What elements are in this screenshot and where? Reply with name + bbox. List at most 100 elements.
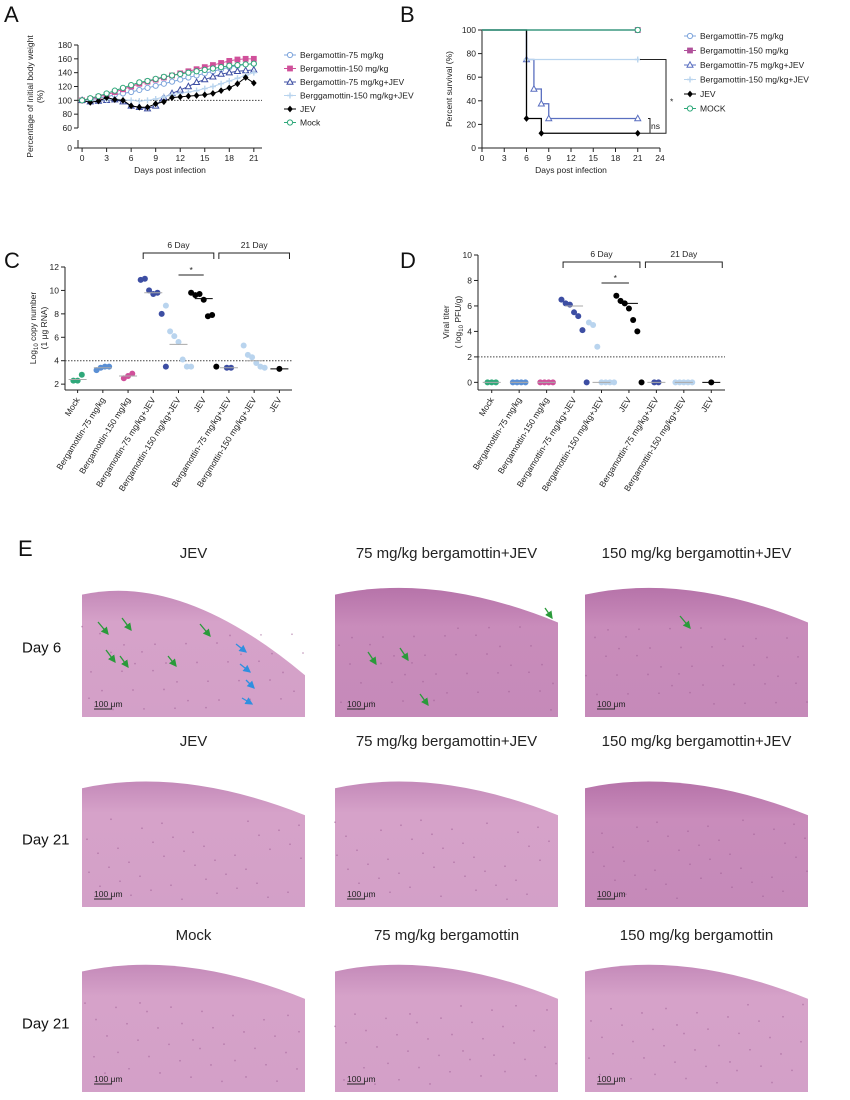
tissue-texture — [665, 1007, 667, 1010]
tissue-texture — [207, 680, 209, 683]
legend-label: JEV — [700, 89, 716, 99]
tissue-texture — [663, 1044, 665, 1047]
tissue — [82, 781, 305, 907]
panel-letter: B — [400, 2, 415, 27]
y-tick-label: 180 — [58, 40, 72, 50]
tissue-texture — [380, 662, 382, 665]
marker — [111, 96, 118, 104]
tissue-texture — [110, 651, 112, 654]
y-tick-label: 40 — [467, 96, 477, 106]
tissue-texture — [236, 887, 238, 890]
tissue-texture — [716, 1081, 718, 1084]
tissue-texture — [762, 895, 764, 898]
tissue-texture — [466, 672, 468, 675]
x-tick-label: Bergamottin-75 mg/kg — [471, 395, 524, 471]
tissue-texture — [477, 691, 479, 694]
arrow — [121, 617, 132, 632]
legend-marker — [287, 65, 293, 72]
marker — [111, 87, 118, 94]
tissue-texture — [683, 1032, 685, 1035]
tissue-texture — [451, 1033, 453, 1036]
tissue-texture — [641, 1012, 643, 1014]
row-label: Day 21 — [22, 832, 70, 849]
group-label: 21 Day — [241, 240, 269, 250]
tissue-texture — [101, 689, 103, 692]
tissue-texture — [161, 822, 163, 825]
tissue-texture — [446, 691, 448, 694]
x-tick-label: 12 — [175, 153, 185, 163]
tissue-texture — [210, 1064, 212, 1066]
tissue-texture — [227, 660, 229, 663]
tissue-texture — [506, 898, 508, 901]
marker — [144, 103, 151, 111]
tissue-texture — [199, 1047, 201, 1050]
legend-label: MOCK — [700, 104, 726, 114]
tissue-texture — [775, 701, 777, 704]
tissue-texture — [632, 1040, 634, 1043]
marker — [209, 65, 217, 72]
tissue-texture — [596, 693, 598, 696]
tissue-texture — [148, 1055, 150, 1058]
tissue-texture — [376, 1046, 378, 1048]
tissue-texture — [190, 1076, 192, 1079]
panel-letter: D — [400, 248, 416, 273]
data-point — [613, 292, 620, 299]
tissue-texture — [139, 875, 141, 878]
marker — [634, 56, 641, 63]
data-point — [566, 301, 573, 308]
data-point — [141, 275, 148, 282]
y-axis-label-part: Log — [28, 350, 38, 364]
tissue-texture — [700, 627, 702, 629]
tissue-texture — [718, 839, 720, 842]
tissue-texture — [455, 653, 457, 656]
legend-marker — [687, 76, 693, 83]
tissue-texture — [170, 1006, 172, 1009]
tissue-texture — [424, 654, 426, 657]
tissue-texture — [753, 833, 755, 836]
y-axis-label-part: ( log — [453, 331, 463, 348]
tissue-texture — [260, 633, 262, 636]
legend-marker — [286, 51, 294, 59]
data-point — [146, 287, 153, 294]
tissue-texture — [453, 861, 455, 864]
tissue-texture — [590, 1020, 592, 1022]
arrow — [399, 647, 409, 662]
tissue-texture — [680, 646, 682, 649]
annotation: * — [670, 96, 674, 106]
tissue-texture — [528, 845, 530, 848]
image-title: 75 mg/kg bergamottin+JEV — [356, 545, 537, 562]
tissue-texture — [282, 671, 284, 674]
marker — [218, 87, 224, 95]
y-tick-label: 10 — [463, 250, 473, 260]
tissue-texture — [724, 638, 726, 641]
marker — [530, 84, 538, 92]
data-point — [249, 354, 256, 361]
y-tick-label: 2 — [467, 352, 472, 362]
legend-label: Mock — [300, 118, 321, 128]
marker — [136, 86, 143, 94]
data-point — [196, 290, 203, 297]
tissue-texture — [334, 821, 336, 824]
tissue — [585, 781, 808, 907]
tissue-texture — [90, 670, 92, 673]
tissue-texture — [550, 708, 552, 711]
image-title: 75 mg/kg bergamottin — [374, 927, 519, 944]
tissue-texture — [634, 874, 636, 877]
y-axis-label: ( log10 PFU/g) — [453, 296, 465, 349]
tissue-texture — [212, 1026, 214, 1029]
arrow — [167, 655, 177, 668]
tissue-texture — [416, 1021, 418, 1024]
tissue-texture — [482, 1037, 484, 1040]
x-tick-label: 21 — [633, 153, 643, 163]
tissue-texture — [165, 662, 167, 664]
marker — [209, 83, 216, 90]
arrow — [367, 651, 377, 666]
marker — [168, 78, 176, 85]
y-axis-label-sub: 10 — [459, 324, 465, 331]
tissue-texture — [240, 653, 242, 656]
tissue-texture — [588, 1057, 590, 1060]
tissue-texture — [645, 888, 647, 891]
tissue-texture — [736, 1069, 738, 1072]
tissue-texture — [192, 831, 194, 834]
tissue-texture — [705, 1065, 707, 1068]
